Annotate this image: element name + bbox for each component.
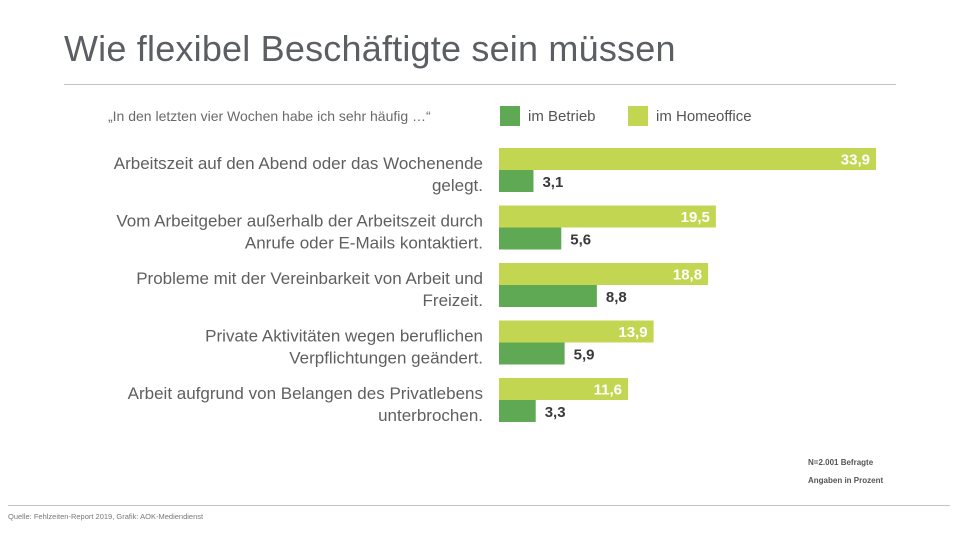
bar-betrieb: [499, 227, 562, 250]
footer-divider: [8, 505, 950, 506]
category-label: Anrufe oder E-Mails kontaktiert.: [245, 234, 483, 253]
bar-betrieb: [499, 342, 565, 365]
category-label: Probleme mit der Vereinbarkeit von Arbei…: [136, 269, 483, 288]
category-label: Private Aktivitäten wegen beruflichen: [205, 327, 483, 346]
legend-item-betrieb: im Betrieb: [500, 106, 596, 126]
data-label-betrieb: 3,3: [545, 404, 566, 421]
data-label-betrieb: 5,6: [570, 232, 591, 249]
sample-size-note: N=2.001 Befragte: [808, 458, 874, 467]
category-label: gelegt.: [432, 176, 483, 195]
data-label-betrieb: 3,1: [542, 174, 563, 191]
bar-betrieb: [499, 400, 536, 422]
bar-homeoffice: [499, 320, 654, 343]
legend-label-betrieb: im Betrieb: [528, 107, 596, 125]
bar-homeoffice: [499, 148, 876, 170]
legend-swatch-homeoffice: [628, 106, 648, 126]
survey-question: „In den letzten vier Wochen habe ich seh…: [108, 108, 431, 124]
data-label-homeoffice: 11,6: [594, 382, 622, 399]
category-label: Arbeitszeit auf den Abend oder das Woche…: [114, 154, 483, 173]
bar-homeoffice: [499, 378, 629, 400]
category-label: unterbrochen.: [378, 406, 483, 425]
category-label: Freizeit.: [423, 291, 483, 310]
legend-label-homeoffice: im Homeoffice: [656, 107, 752, 125]
bar-betrieb: [499, 285, 597, 307]
data-label-homeoffice: 13,9: [618, 324, 647, 341]
page-title: Wie flexibel Beschäftigte sein müssen: [64, 28, 676, 69]
data-label-homeoffice: 33,9: [841, 152, 870, 169]
title-divider: [64, 84, 896, 85]
legend-swatch-betrieb: [500, 106, 520, 126]
data-label-betrieb: 5,9: [574, 347, 595, 364]
data-label-homeoffice: 19,5: [681, 209, 710, 226]
category-label: Verpflichtungen geändert.: [289, 349, 483, 368]
category-label: Arbeit aufgrund von Belangen des Privatl…: [128, 384, 483, 403]
data-label-betrieb: 8,8: [606, 289, 627, 306]
source-note: Quelle: Fehlzeiten-Report 2019, Grafik: …: [8, 512, 204, 521]
unit-note: Angaben in Prozent: [808, 476, 884, 485]
bar-chart: 33,9 3,1 Arbeitszeit auf den Abend oder da…: [114, 148, 876, 425]
bar-homeoffice: [499, 205, 716, 228]
legend-item-homeoffice: im Homeoffice: [628, 106, 752, 126]
data-label-homeoffice: 18,8: [673, 267, 702, 284]
bar-betrieb: [499, 170, 534, 192]
bar-homeoffice: [499, 263, 709, 285]
category-label: Vom Arbeitgeber außerhalb der Arbeitszei…: [116, 212, 483, 231]
